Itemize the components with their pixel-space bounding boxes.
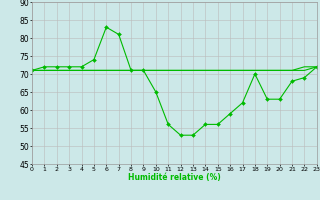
X-axis label: Humidité relative (%): Humidité relative (%) [128,173,221,182]
